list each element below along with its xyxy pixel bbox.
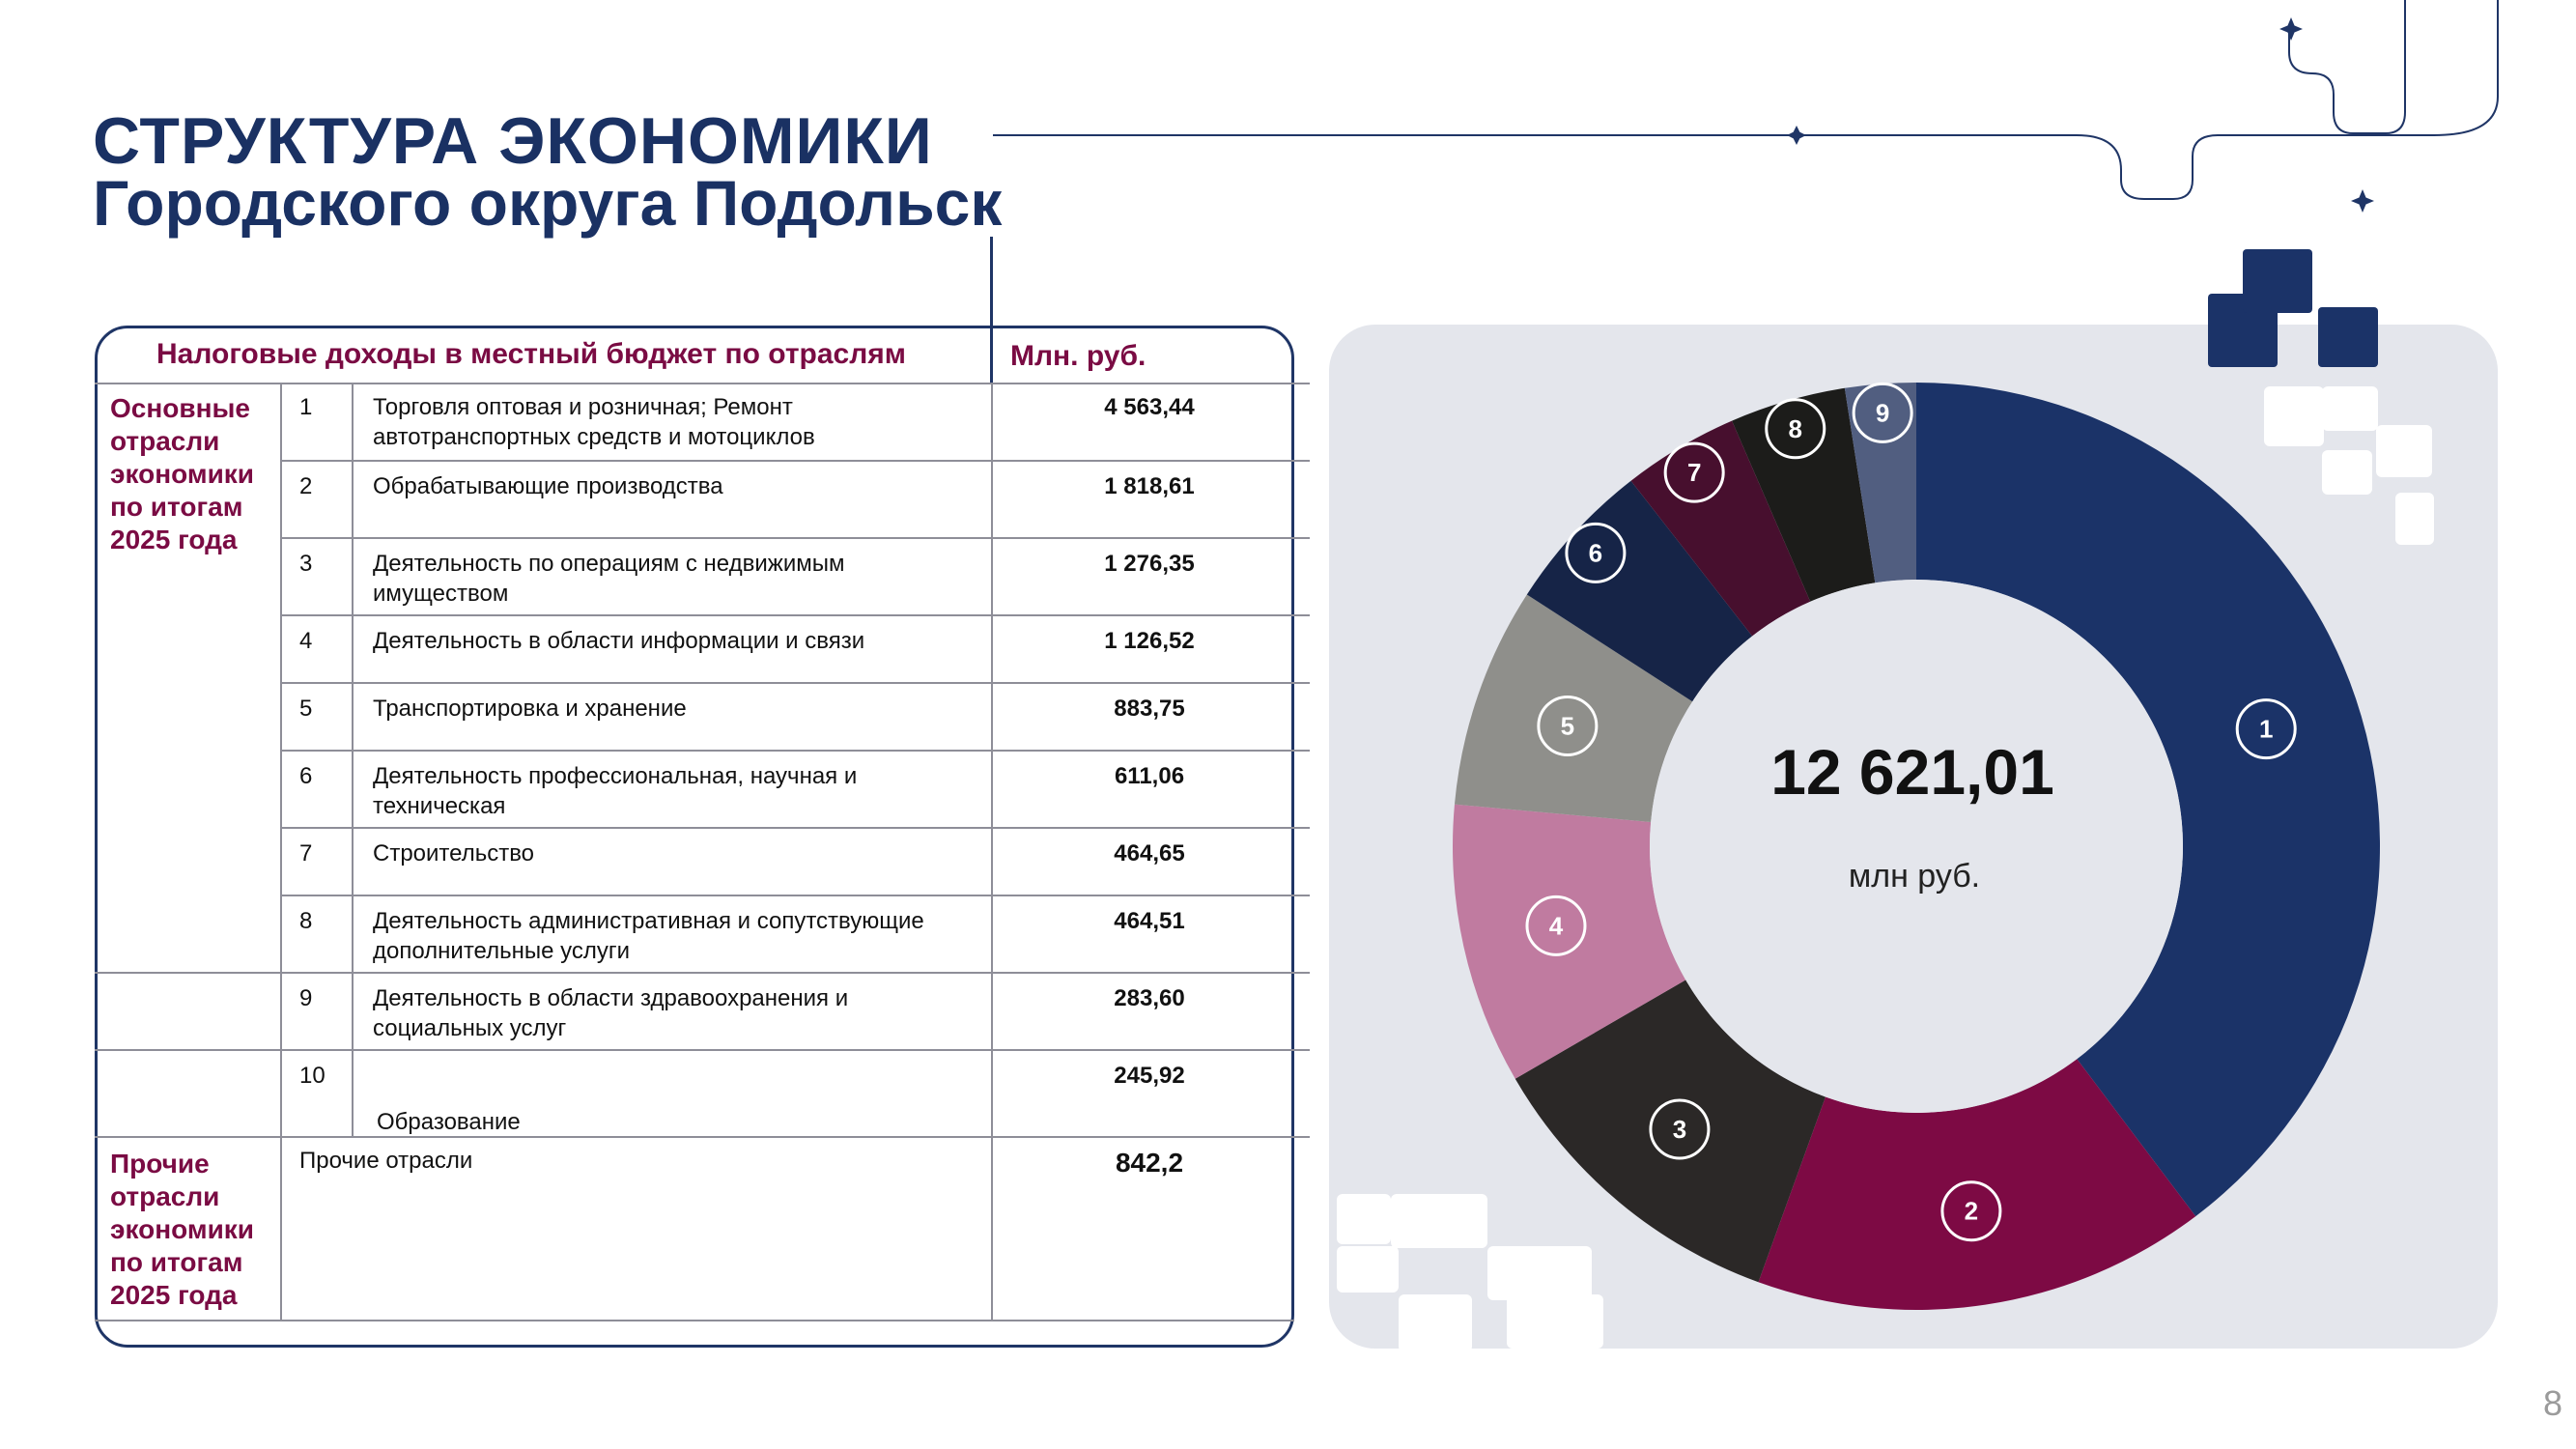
group-other-label: Прочие отрасли экономики по итогам 2025 … bbox=[110, 1149, 255, 1310]
row-value: 245,92 bbox=[1114, 1063, 1185, 1089]
center-total: 12 621,01 bbox=[1770, 736, 2054, 808]
slice-label-text: 7 bbox=[1687, 458, 1701, 487]
row-number: 9 bbox=[299, 985, 313, 1011]
slice-label-circle bbox=[1537, 695, 1599, 756]
donut-slice-1 bbox=[1916, 383, 2381, 1217]
donut-slice-3 bbox=[1514, 980, 1826, 1283]
page-number: 8 bbox=[2542, 1383, 2562, 1423]
slice-label-circle bbox=[1525, 895, 1587, 956]
page-title: СТРУКТУРА ЭКОНОМИКИ bbox=[93, 104, 933, 178]
slice-label-text: 4 bbox=[1549, 911, 1564, 940]
donut-slice-7 bbox=[1630, 420, 1811, 637]
slice-label-text: 5 bbox=[1561, 711, 1574, 740]
row-name: Деятельность административная и сопутств… bbox=[373, 908, 924, 964]
slice-label-2: 2 bbox=[1940, 1180, 2002, 1242]
row-value: 283,60 bbox=[1114, 985, 1185, 1011]
slice-label-circle bbox=[1663, 441, 1725, 503]
row-number: 3 bbox=[299, 551, 313, 577]
donut-slice-8 bbox=[1732, 387, 1876, 602]
row-name: Образование bbox=[377, 1109, 521, 1135]
slice-label-8: 8 bbox=[1765, 398, 1826, 460]
slice-label-7: 7 bbox=[1663, 441, 1725, 503]
row-value: 1 818,61 bbox=[1104, 473, 1195, 499]
slice-label-text: 2 bbox=[1965, 1197, 1978, 1226]
row-name: Транспортировка и хранение bbox=[373, 696, 687, 722]
slice-label-9: 9 bbox=[1852, 382, 1913, 443]
slice-label-4: 4 bbox=[1525, 895, 1587, 956]
row-name: Деятельность профессиональная, научная и… bbox=[373, 763, 858, 819]
row-name: Строительство bbox=[373, 840, 535, 867]
table-frame bbox=[95, 326, 1294, 1348]
slice-label-text: 6 bbox=[1589, 538, 1602, 567]
row-value: 464,51 bbox=[1114, 908, 1185, 934]
slice-label-5: 5 bbox=[1537, 695, 1599, 756]
slice-label-circle bbox=[1565, 522, 1627, 583]
row-value: 1 276,35 bbox=[1104, 551, 1195, 577]
row-number: 4 bbox=[299, 628, 313, 654]
row-number: 5 bbox=[299, 696, 313, 722]
decorative-ornament bbox=[993, 0, 2499, 213]
row-number: 10 bbox=[299, 1063, 326, 1089]
slice-label-circle bbox=[1852, 382, 1913, 443]
slice-label-circle bbox=[2235, 698, 2297, 760]
slice-label-circle bbox=[1940, 1180, 2002, 1242]
row-number: 2 bbox=[299, 473, 313, 499]
donut-slice-4 bbox=[1453, 804, 1686, 1079]
table-header: Налоговые доходы в местный бюджет по отр… bbox=[156, 338, 906, 370]
row-value: 883,75 bbox=[1114, 696, 1185, 722]
row-value: 464,65 bbox=[1114, 840, 1185, 867]
row-number: 8 bbox=[299, 908, 313, 934]
slice-label-3: 3 bbox=[1649, 1098, 1711, 1160]
row-value: 611,06 bbox=[1114, 763, 1185, 789]
slice-label-circle bbox=[1765, 398, 1826, 460]
row-number: 6 bbox=[299, 763, 313, 789]
row-name: Деятельность по операциям с недвижимым и… bbox=[373, 551, 845, 607]
row-name: Деятельность в области здравоохранения и… bbox=[373, 985, 849, 1041]
row-name: Торговля оптовая и розничная; Ремонт авт… bbox=[373, 394, 815, 450]
slice-label-6: 6 bbox=[1565, 522, 1627, 583]
donut-slice-2 bbox=[1758, 1059, 2196, 1310]
slice-label-circle bbox=[1649, 1098, 1711, 1160]
slice-label-1: 1 bbox=[2235, 698, 2297, 760]
row-number: 1 bbox=[299, 394, 313, 420]
donut-hole bbox=[1650, 580, 2183, 1113]
title-divider bbox=[990, 237, 993, 384]
slice-label-text: 8 bbox=[1789, 414, 1802, 443]
unit-header: Млн. руб. bbox=[1010, 340, 1146, 372]
group-main-label: Основные отрасли экономики по итогам 202… bbox=[110, 393, 255, 554]
slice-label-text: 1 bbox=[2259, 715, 2273, 744]
row-value: 4 563,44 bbox=[1104, 394, 1195, 420]
donut-slice-5 bbox=[1454, 594, 1693, 823]
row-name: Обрабатывающие производства bbox=[373, 473, 723, 499]
row-value: 1 126,52 bbox=[1104, 628, 1195, 654]
page-subtitle: Городского округа Подольск bbox=[93, 167, 1003, 239]
center-unit: млн руб. bbox=[1849, 858, 1980, 895]
donut-slice-6 bbox=[1526, 480, 1753, 702]
row-name: Деятельность в области информации и связ… bbox=[373, 628, 865, 654]
other-value: 842,2 bbox=[1115, 1148, 1184, 1178]
slice-label-text: 3 bbox=[1673, 1115, 1686, 1144]
slice-label-text: 9 bbox=[1876, 398, 1889, 427]
row-number: 7 bbox=[299, 840, 313, 867]
other-name: Прочие отрасли bbox=[299, 1148, 473, 1174]
